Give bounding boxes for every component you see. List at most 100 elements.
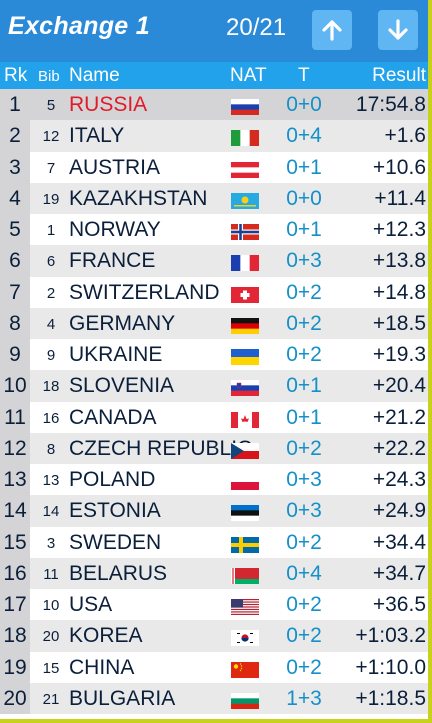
column-t: T [298,65,310,86]
bib-cell: 7 [46,159,56,177]
penalty-cell: 0+1 [286,405,322,429]
table-row: 7 2 SWITZERLAND 0+2 +14.8 [0,276,428,308]
switzerland-flag-icon [231,285,259,303]
penalty-cell: 0+1 [286,218,322,241]
name-cell: BELARUS [69,561,168,585]
arrow-down-icon [388,19,408,40]
penalty-cell: 1+3 [286,686,322,710]
austria-flag-icon [231,160,259,178]
table-row: 11 16 CANADA 0+1 +21.2 [0,401,428,433]
name-cell: USA [69,593,113,616]
rank-cell: 5 [0,214,30,246]
bib-cell: 3 [46,534,56,552]
rank-cell: 13 [0,464,30,496]
rank-cell: 10 [0,370,30,402]
rank-cell: 15 [0,526,30,558]
name-cell: UKRAINE [69,343,163,366]
rank-cell: 3 [0,151,30,183]
table-row: 9 9 UKRAINE 0+2 +19.3 [0,339,428,371]
bib-cell: 10 [42,597,60,614]
column-bib: Bib [38,68,60,85]
name-cell: GERMANY [69,311,176,335]
bib-cell: 19 [42,190,60,208]
table-row: 20 21 BULGARIA 1+3 +1:18.5 [0,682,428,714]
rank-cell: 9 [0,339,30,371]
czech-flag-icon [231,441,259,460]
result-cell: 17:54.8 [355,93,426,116]
penalty-cell: 0+2 [286,343,322,366]
penalty-cell: 0+3 [286,499,322,523]
penalty-cell: 0+1 [286,374,322,398]
table-row: 2 12 ITALY 0+4 +1.6 [0,120,428,152]
bib-cell: 15 [42,659,60,677]
bib-cell: 5 [46,97,56,114]
page-indicator: 20/21 [226,14,287,41]
bib-cell: 8 [46,440,56,458]
france-flag-icon [231,253,260,272]
table-row: 3 7 AUSTRIA 0+1 +10.6 [0,151,428,183]
bib-cell: 6 [46,253,56,271]
result-cell: +12.3 [372,218,426,241]
bib-cell: 2 [46,284,56,302]
result-cell: +24.9 [372,499,426,523]
bib-cell: 13 [42,472,60,489]
usa-flag-icon [231,597,259,615]
sweden-flag-icon [231,535,259,553]
table-row: 10 18 SLOVENIA 0+1 +20.4 [0,370,428,402]
bib-cell: 1 [46,222,56,239]
result-cell: +11.4 [374,186,426,210]
name-cell: FRANCE [69,249,156,273]
belarus-flag-icon [231,566,259,584]
penalty-cell: 0+1 [286,155,322,179]
table-row: 8 4 GERMANY 0+2 +18.5 [0,307,428,339]
table-row: 18 20 KOREA 0+2 +1:03.2 [0,620,428,652]
next-page-button[interactable] [378,10,418,50]
penalty-cell: 0+2 [286,530,322,554]
result-cell: +14.8 [372,280,426,304]
rank-cell: 17 [0,589,30,621]
column-name: Name [69,65,120,86]
table-row: 17 10 USA 0+2 +36.5 [0,589,428,621]
table-row: 6 6 FRANCE 0+3 +13.8 [0,245,428,277]
table-row: 5 1 NORWAY 0+1 +12.3 [0,214,428,246]
name-cell: CANADA [69,405,157,429]
name-cell: SLOVENIA [69,374,175,398]
bib-cell: 12 [42,128,60,146]
penalty-cell: 0+2 [286,655,322,679]
korea-flag-icon [231,628,259,647]
result-cell: +20.4 [372,374,426,398]
penalty-cell: 0+2 [286,593,322,616]
rank-cell: 12 [0,432,30,464]
italy-flag-icon [231,128,260,147]
result-cell: +13.8 [372,249,426,273]
result-cell: +1:18.5 [355,686,426,710]
column-header-row: Rk Bib Name NAT T Result [0,62,428,89]
result-cell: +36.5 [372,593,426,616]
canada-flag-icon [231,410,259,428]
bib-cell: 18 [42,378,60,396]
table-row: 13 13 POLAND 0+3 +24.3 [0,464,428,496]
column-rank: Rk [4,65,28,86]
previous-page-button[interactable] [312,10,352,50]
name-cell: KAZAKHSTAN [69,186,208,210]
penalty-cell: 0+2 [286,311,322,335]
rank-cell: 2 [0,120,30,152]
name-cell: CHINA [69,655,135,679]
bib-cell: 21 [42,690,60,708]
rank-cell: 6 [0,245,30,277]
germany-flag-icon [231,316,259,335]
rank-cell: 8 [0,307,30,339]
rank-cell: 18 [0,620,30,652]
poland-flag-icon [231,472,259,491]
page-title: Exchange 1 [8,12,150,40]
result-cell: +18.5 [372,311,426,335]
result-cell: +1:10.0 [355,655,426,679]
estonia-flag-icon [231,503,259,522]
ukraine-flag-icon [231,347,259,366]
arrow-up-icon [322,20,342,41]
table-row: 1 5 RUSSIA 0+0 17:54.8 [0,89,428,121]
table-row: 15 3 SWEDEN 0+2 +34.4 [0,526,428,558]
result-cell: +1.6 [384,124,426,148]
russia-flag-icon [231,97,259,116]
result-cell: +34.7 [372,561,426,585]
